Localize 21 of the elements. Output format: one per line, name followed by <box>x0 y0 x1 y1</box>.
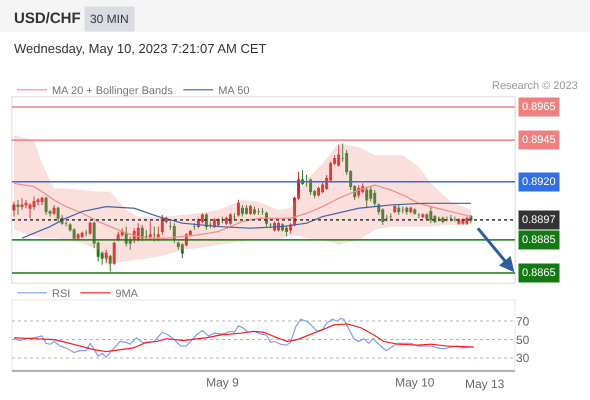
ref-line-label: 0.8865 <box>522 267 556 279</box>
ref-line-label: 0.8885 <box>522 234 556 246</box>
ref-line-label: 0.8897 <box>522 214 556 226</box>
text: May 13 <box>465 377 505 391</box>
legend-label: RSI <box>52 288 70 300</box>
y-tick-label: 70 <box>516 314 530 328</box>
ref-line-label: 0.8920 <box>522 176 556 188</box>
chart-subtitle: 30 MIN <box>90 12 129 26</box>
y-tick-label: 30 <box>516 351 530 366</box>
text: Wednesday, May 10, 2023 7:21:07 AM CET <box>14 41 266 56</box>
text: Research © 2023 <box>492 80 578 92</box>
x-tick-label: May 9 <box>206 375 240 390</box>
x-tick-label: May 10 <box>395 375 435 390</box>
line-series <box>13 323 474 352</box>
y-tick-label: 50 <box>516 332 530 347</box>
legend-label: MA 50 <box>218 85 250 98</box>
legend-label: 9MA <box>115 288 139 300</box>
legend-label: MA 20 + Bollinger Bands <box>52 85 174 98</box>
chart-title: USD/CHF <box>14 10 81 27</box>
ref-line-label: 0.8945 <box>522 134 556 146</box>
ref-line-label: 0.8965 <box>522 101 556 113</box>
